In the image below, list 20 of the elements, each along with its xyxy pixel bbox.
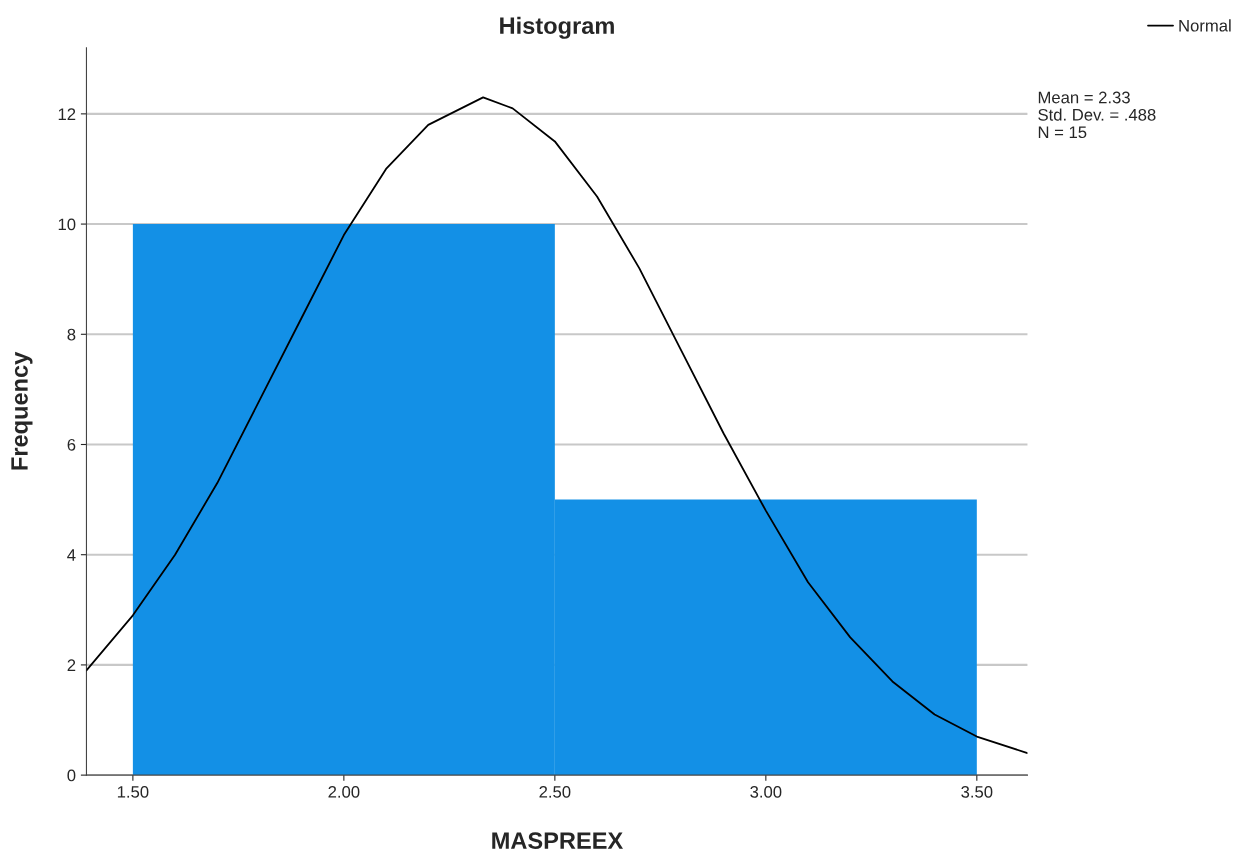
y-tick-label: 2 [67, 659, 76, 671]
text: Mean = 2.33 [1038, 91, 1130, 104]
line-series [86, 96, 1028, 754]
y-tick-label: 6 [67, 438, 76, 451]
y-tick-label: 10 [58, 218, 76, 231]
chart-title: Histogram [500, 16, 614, 39]
x-tick-label: 2.50 [539, 785, 571, 798]
y-tick-label: 0 [67, 769, 76, 782]
y-tick-label: 8 [67, 328, 76, 341]
text: Std. Dev. = .488 [1038, 108, 1156, 121]
text: N = 15 [1038, 126, 1087, 139]
legend-label: Normal [1179, 19, 1231, 32]
x-tick-label: 3.50 [961, 785, 993, 798]
x-tick-label: 1.50 [117, 785, 149, 798]
x-tick-label: 2.00 [328, 785, 360, 798]
x-tick-label: 3.00 [750, 785, 782, 798]
y-axis-title: Frequency [11, 351, 33, 470]
x-axis-title: MASPREEX [492, 832, 624, 849]
y-tick-label: 4 [67, 549, 76, 561]
y-tick-label: 12 [58, 108, 76, 120]
